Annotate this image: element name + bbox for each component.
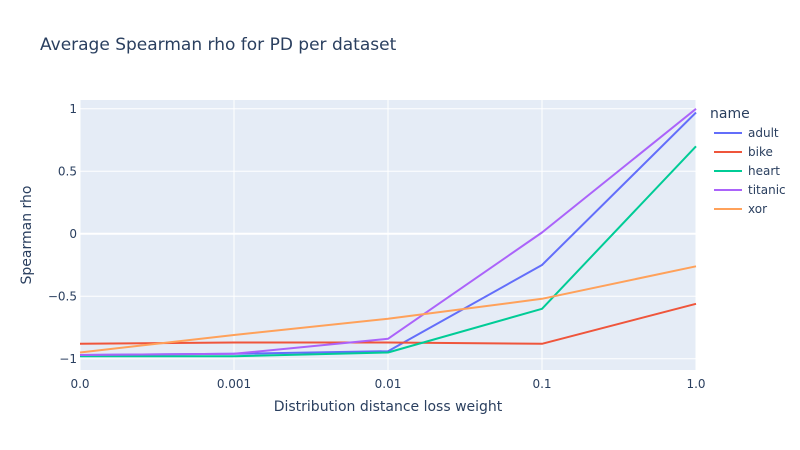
gridlines <box>79 100 697 370</box>
x-axis-title: Distribution distance loss weight <box>274 399 503 415</box>
x-tick-label: 0.001 <box>217 377 251 391</box>
series-line-bike <box>79 302 697 345</box>
y-tick-label: −0.5 <box>48 289 77 303</box>
y-tick-label: 0 <box>69 227 77 241</box>
series-lines <box>79 108 697 358</box>
series-line-titanic <box>79 108 697 356</box>
legend-item-heart[interactable]: heart <box>714 164 780 178</box>
legend-items[interactable]: adult bike heart titanic xor <box>714 126 786 216</box>
legend-item-bike[interactable]: bike <box>714 145 773 159</box>
chart-title: Average Spearman rho for PD per dataset <box>40 35 397 55</box>
legend-label: titanic <box>748 183 786 197</box>
x-tick-label: 0.01 <box>375 377 402 391</box>
x-tick-label: 0.0 <box>70 377 89 391</box>
series-line-xor <box>79 265 697 354</box>
x-tick-label: 1.0 <box>686 377 705 391</box>
legend-title: name <box>710 106 750 122</box>
y-tick-label: 0.5 <box>58 164 77 178</box>
x-tick-labels: 0.0 0.001 0.01 0.1 1.0 <box>70 377 705 391</box>
legend-label: adult <box>748 126 779 140</box>
legend[interactable]: name adult bike heart titanic xor <box>710 106 786 216</box>
y-axis-title: Spearman rho <box>19 186 35 285</box>
legend-item-titanic[interactable]: titanic <box>714 183 786 197</box>
y-tick-label: 1 <box>69 102 77 116</box>
series-line-heart <box>80 145 697 358</box>
y-tick-label: −1 <box>59 352 77 366</box>
legend-label: bike <box>748 145 773 159</box>
legend-label: heart <box>748 164 780 178</box>
legend-label: xor <box>748 202 767 216</box>
legend-item-adult[interactable]: adult <box>714 126 779 140</box>
y-tick-labels: 1 0.5 0 −0.5 −1 <box>48 102 77 366</box>
legend-item-xor[interactable]: xor <box>714 202 767 216</box>
x-tick-label: 0.1 <box>532 377 551 391</box>
